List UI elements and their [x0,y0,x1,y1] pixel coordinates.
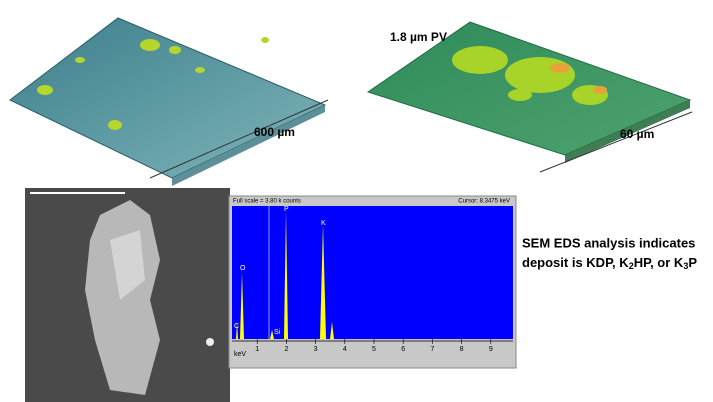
x-tick-label: 4 [343,346,347,353]
x-tick-label: 2 [284,346,288,353]
caption: deposit is KDP, K2HP, or K3P [522,255,697,271]
figure: 600 µm 1.8 µm PV 60 µm Full scale = 3.80… [0,0,713,402]
sem-image [25,188,230,402]
scale-label: 60 µm [620,127,654,141]
peak-label: O [240,265,246,272]
x-tick-label: 6 [401,346,405,353]
surface-right: 1.8 µm PV 60 µm [368,22,692,172]
peak-label: P [284,206,289,213]
eds-spectrum: Full scale = 3.80 k counts Cursor: 8.347… [229,196,516,368]
spectrum-header: Full scale = 3.80 k counts [233,199,301,205]
caption-part: P [688,255,697,270]
x-tick-label: 9 [489,346,493,353]
surface-left: 600 µm [10,18,328,186]
x-tick-label: 3 [314,346,318,353]
x-tick-label: 5 [372,346,376,353]
peak-label: K [321,220,326,227]
peak-label: Si [274,329,281,336]
axis-label: keV [234,351,246,358]
spectrum-header: Cursor: 8.3475 keV [458,199,510,205]
x-tick-label: 8 [460,346,464,353]
height-label: 1.8 µm PV [390,30,447,44]
caption-part: HP, or K [634,255,684,270]
scale-label: 600 µm [254,125,295,139]
x-tick-label: 1 [255,346,259,353]
x-tick-label: 7 [430,346,434,353]
caption-part: deposit is KDP, K [522,255,629,270]
peak-label: C [234,323,239,330]
caption: SEM EDS analysis indicates [522,235,695,250]
